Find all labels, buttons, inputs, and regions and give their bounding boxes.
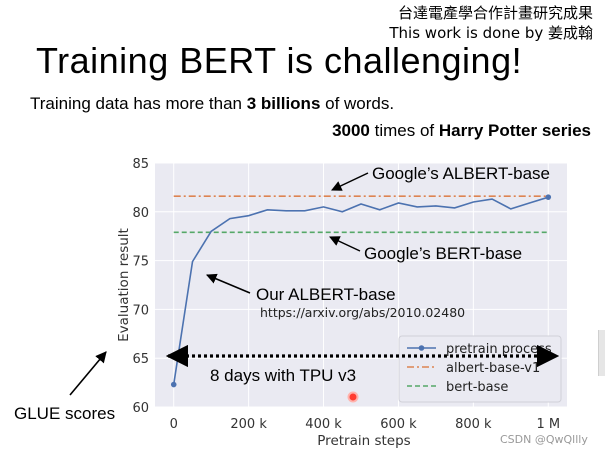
x-tick-label: 0 <box>170 417 178 432</box>
subline-number: 3000 <box>332 121 370 140</box>
legend-marker-pretrain <box>418 345 425 351</box>
series-point-start <box>170 381 177 388</box>
legend: pretrain process albert-base-v1 bert-bas… <box>398 335 562 403</box>
annotation-glue: GLUE scores <box>14 404 115 423</box>
subline-mid: times of <box>369 121 439 140</box>
x-axis-label: Pretrain steps <box>317 433 410 449</box>
y-tick-label: 70 <box>132 303 149 318</box>
x-tick-label: 600 k <box>380 417 417 432</box>
subtitle-post: of words. <box>320 94 395 113</box>
series-point-end <box>545 194 552 200</box>
annotation-google-albert: Google’s ALBERT-base <box>372 164 550 183</box>
annotation-our-albert: Our ALBERT-base <box>256 285 396 304</box>
arrow-google-bert <box>329 236 361 252</box>
slide-title: Training BERT is challenging! <box>36 40 523 81</box>
y-tick-label: 65 <box>132 352 149 367</box>
slide-subline: 3000 times of Harry Potter series <box>332 121 591 141</box>
y-tick-label: 85 <box>132 157 149 172</box>
annotation-tpu: 8 days with TPU v3 <box>210 366 356 385</box>
arrow-google-albert <box>331 172 369 191</box>
credit-line-2: This work is done by 姜成翰 <box>389 24 593 42</box>
subtitle-bold: 3 billions <box>246 94 321 113</box>
watermark: CSDN @QwQllly <box>500 433 588 446</box>
x-tick-label: 400 k <box>305 417 342 432</box>
subline-bold: Harry Potter series <box>438 121 591 140</box>
window-edge-handle[interactable] <box>598 330 605 376</box>
x-tick-label: 200 k <box>230 417 267 432</box>
subtitle-pre: Training data has more than <box>30 94 247 113</box>
y-axis-label: Evaluation result <box>116 228 132 342</box>
legend-label-bert: bert-base <box>446 380 508 395</box>
annotation-google-bert: Google’s BERT-base <box>364 244 522 263</box>
x-tick-label: 1 M <box>536 417 560 432</box>
y-tick-label: 60 <box>132 401 149 416</box>
credit-line-1: 台達電產學合作計畫研究成果 <box>397 4 593 22</box>
legend-label-albert: albert-base-v1 <box>446 361 540 376</box>
y-tick-label: 75 <box>132 255 149 270</box>
cursor-dot <box>347 391 359 403</box>
x-tick-label: 800 k <box>455 417 492 432</box>
paper-url: https://arxiv.org/abs/2010.02480 <box>260 305 465 320</box>
arrow-our-albert <box>206 273 251 294</box>
slide-subtitle: Training data has more than 3 billions o… <box>30 94 394 114</box>
y-tick-label: 80 <box>132 206 149 221</box>
arrow-glue <box>69 351 107 396</box>
series-line-pretrain <box>172 196 549 385</box>
